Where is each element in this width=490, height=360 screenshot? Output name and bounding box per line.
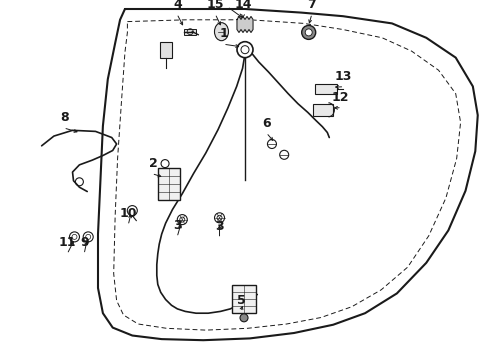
Text: 2: 2 xyxy=(148,157,157,170)
Text: 3: 3 xyxy=(215,220,224,233)
Bar xyxy=(160,42,172,58)
Polygon shape xyxy=(237,17,253,32)
Ellipse shape xyxy=(215,23,228,41)
Bar xyxy=(314,104,333,116)
Text: 15: 15 xyxy=(207,0,224,11)
Text: 6: 6 xyxy=(263,117,271,130)
Text: 10: 10 xyxy=(120,207,137,220)
Text: 4: 4 xyxy=(173,0,182,11)
Text: 3: 3 xyxy=(173,219,182,232)
Bar xyxy=(316,84,337,94)
Bar xyxy=(232,285,256,313)
Text: 14: 14 xyxy=(234,0,252,11)
Text: 11: 11 xyxy=(59,236,76,249)
Circle shape xyxy=(70,232,79,242)
Circle shape xyxy=(237,42,253,58)
Circle shape xyxy=(83,232,93,242)
Text: 9: 9 xyxy=(80,236,89,249)
Bar xyxy=(184,29,196,35)
Circle shape xyxy=(240,314,248,322)
Text: 12: 12 xyxy=(332,91,349,104)
Text: 1: 1 xyxy=(220,27,229,40)
Circle shape xyxy=(215,213,224,223)
Text: 7: 7 xyxy=(307,0,316,11)
Text: 8: 8 xyxy=(60,111,69,124)
Circle shape xyxy=(177,215,187,225)
Text: 5: 5 xyxy=(237,294,245,307)
Circle shape xyxy=(302,26,316,39)
Circle shape xyxy=(305,29,312,36)
Text: 13: 13 xyxy=(334,70,352,83)
Bar xyxy=(158,168,180,199)
